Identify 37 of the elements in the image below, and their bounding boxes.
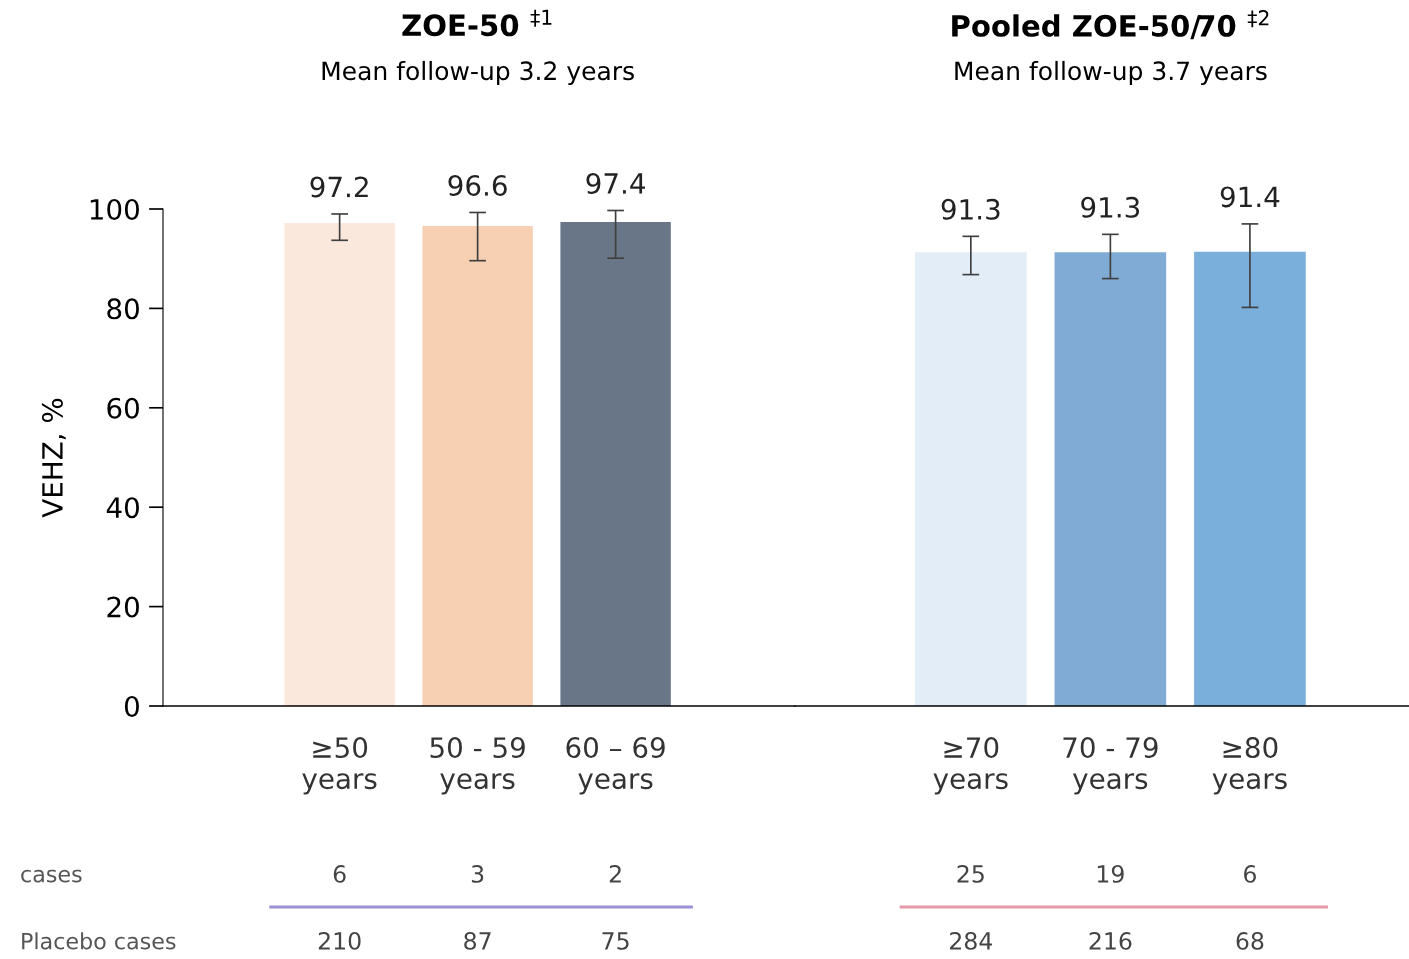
- chart-subtitle: Mean follow-up 3.7 years: [955, 60, 1267, 86]
- y-tick-label: 100: [90, 198, 139, 220]
- data-label: 97.2: [310, 176, 368, 198]
- x-tick-label: ≥50 years: [302, 737, 377, 795]
- text: 3: [471, 864, 484, 883]
- text: cases: [21, 869, 82, 883]
- x-tick-label: 60 – 69 years: [566, 737, 665, 795]
- text: 284: [950, 931, 993, 950]
- text: 87: [464, 931, 491, 950]
- text: Placebo cases: [22, 932, 176, 950]
- text: 19: [1097, 864, 1124, 883]
- data-label: 91.3: [941, 198, 1000, 220]
- text: 6: [333, 864, 346, 883]
- text: 210: [318, 931, 361, 950]
- text: 216: [1089, 931, 1132, 950]
- y-tick-label: 20: [107, 596, 139, 618]
- chart-title: ZOE-50 $^{‡1}$: [402, 9, 552, 37]
- data-label: 96.6: [448, 174, 507, 196]
- chart-title: Pooled ZOE-50/70 $^{‡2}$: [952, 10, 1269, 40]
- chart-subtitle: Mean follow-up 3.2 years: [322, 60, 634, 86]
- data-label: 91.3: [1081, 196, 1140, 218]
- y-tick-label: 0: [124, 695, 139, 717]
- text: 25: [957, 864, 984, 883]
- text: 75: [602, 932, 629, 950]
- text: 2: [609, 864, 621, 883]
- text: 68: [1236, 931, 1264, 950]
- text: 6: [1244, 864, 1256, 883]
- data-label: 97.4: [586, 172, 645, 194]
- y-tick-label: 80: [107, 298, 139, 320]
- x-tick-label: ≥70 years: [933, 737, 1008, 795]
- x-tick-label: 70 - 79 years: [1063, 737, 1158, 795]
- y-tick-label: 40: [106, 497, 139, 519]
- x-tick-label: 50 - 59 years: [430, 737, 525, 795]
- y-axis-title: VEHZ, %: [41, 398, 66, 518]
- data-label: 91.4: [1220, 186, 1280, 208]
- x-tick-label: ≥80 years: [1212, 737, 1287, 795]
- y-tick-label: 60: [107, 397, 139, 419]
